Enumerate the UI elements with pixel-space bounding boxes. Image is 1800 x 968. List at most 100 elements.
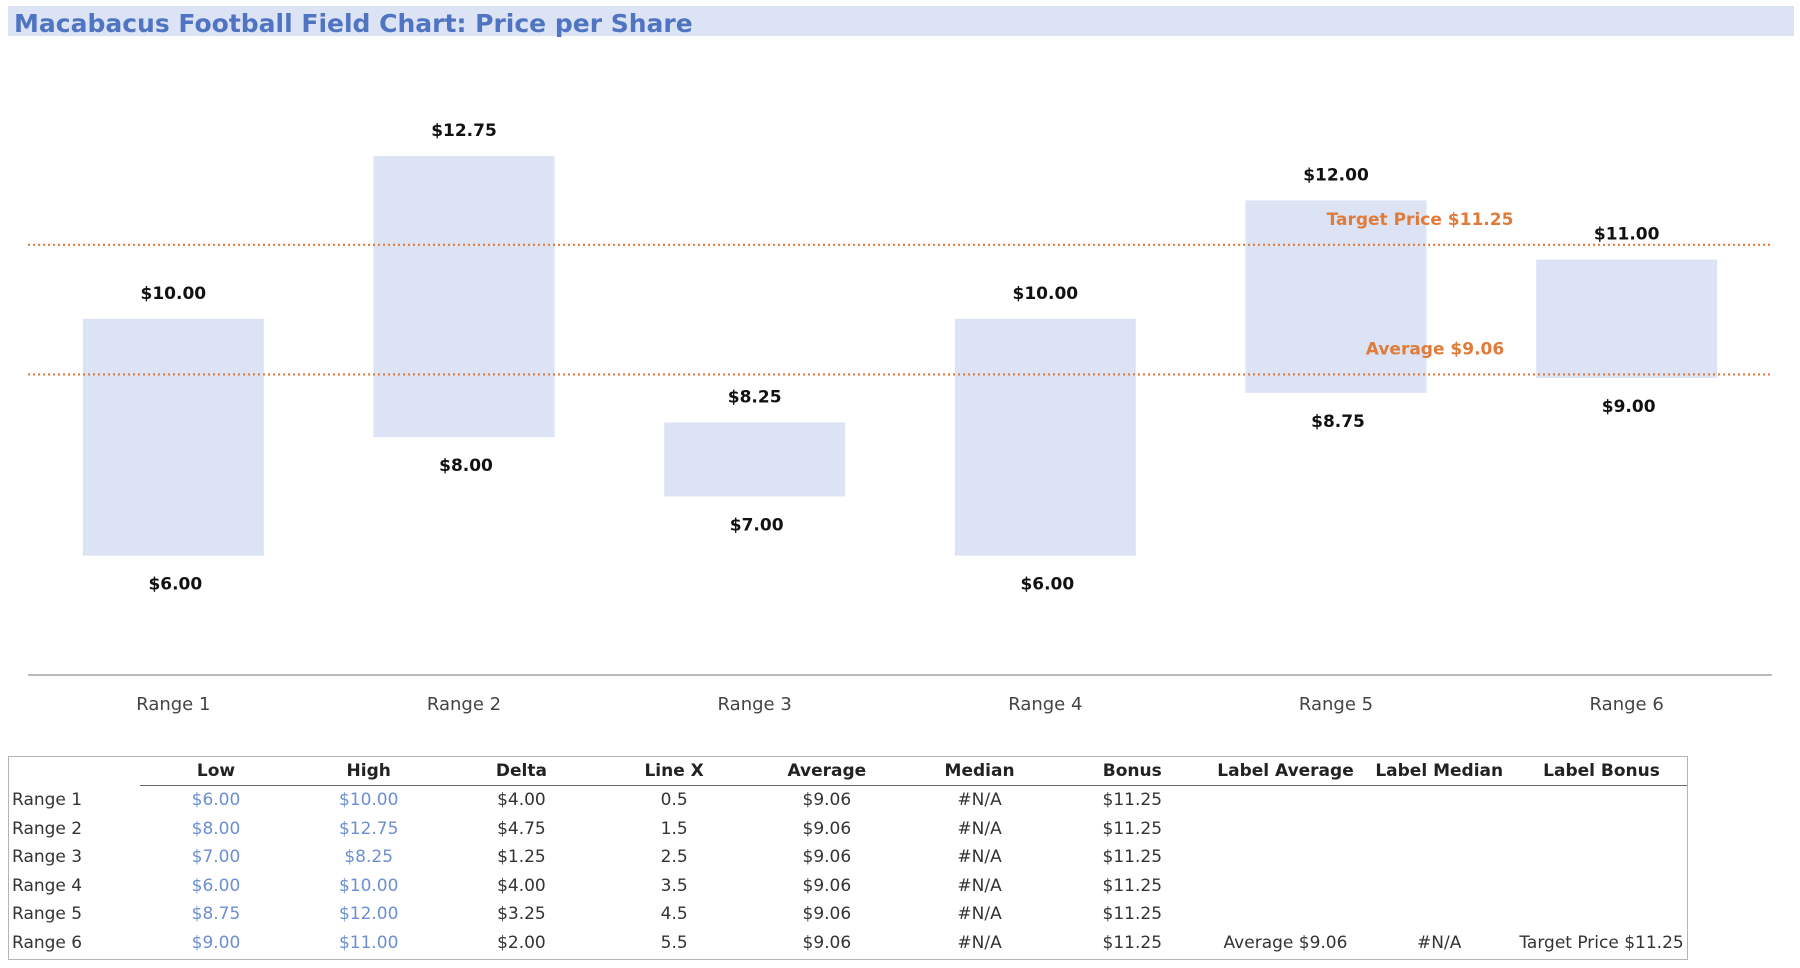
table-cell: #N/A: [957, 904, 1002, 925]
table-cell: 0.5: [660, 790, 688, 811]
high-value-label-3: $8.25: [728, 387, 782, 407]
table-cell: 4.5: [660, 904, 688, 925]
table-cell: $11.25: [1102, 818, 1163, 839]
table-cell: $4.00: [497, 790, 546, 811]
table-cell: $6.00: [191, 790, 241, 811]
table-cell: #N/A: [957, 790, 1002, 811]
table-cell: 2.5: [660, 847, 688, 868]
table-cell: #N/A: [1417, 932, 1462, 953]
reference-line-label-1: Target Price $11.25: [1327, 210, 1514, 230]
range-bar-1: [82, 318, 264, 556]
table-cell: $9.00: [191, 932, 241, 953]
table-cell: [1209, 900, 1363, 929]
table-cell: [1516, 815, 1687, 844]
table-cell: [1209, 815, 1363, 844]
data-table: Low High Delta Line X Average Median Bonus Labe…: [9, 757, 1687, 957]
table-cell: $8.75: [191, 904, 241, 925]
table-cell: [1516, 900, 1687, 929]
table-cell: $9.06: [802, 790, 852, 811]
low-value-label-3: $7.00: [730, 515, 784, 535]
table-cell: $9.06: [802, 847, 852, 868]
table-cell: Range 1: [12, 790, 83, 810]
chart-title: Macabacus Football Field Chart: Price pe…: [14, 9, 693, 38]
low-value-label-4: $6.00: [1020, 575, 1074, 595]
range-bar-5: [1245, 200, 1427, 393]
table-header-9: Label Median: [1362, 757, 1517, 786]
table-cell: $9.06: [802, 904, 852, 925]
table-cell: $7.00: [191, 847, 241, 868]
table-cell: $12.00: [338, 904, 399, 925]
table-body: Range 1 $6.00 $10.00 $4.00 0.5 $9.06 #N/A $11.2…: [9, 786, 1687, 958]
table-header-1: Low: [139, 757, 293, 786]
table-cell: Range 5: [12, 904, 83, 925]
table-cell: Target Price $11.25: [1519, 932, 1684, 953]
table-header-10: Label Bonus: [1516, 757, 1687, 786]
table-cell: [1209, 872, 1363, 901]
table-cell: $4.00: [497, 875, 546, 896]
table-cell: Range 2: [12, 818, 83, 839]
table-header-8: Label Average: [1208, 757, 1363, 786]
table-cell: #N/A: [957, 932, 1002, 953]
table-cell: $10.00: [338, 790, 399, 811]
table-header-4: Line X: [597, 757, 751, 786]
category-label-2: Range 2: [427, 694, 501, 715]
table-cell: Range 6: [12, 932, 83, 953]
range-bar-6: [1536, 259, 1718, 378]
table-cell: $1.25: [497, 847, 546, 868]
table-cell: 3.5: [660, 875, 688, 896]
table-cell: Range 3: [12, 847, 83, 868]
table-row: Range 5 $8.75 $12.00 $3.25 4.5 $9.06 #N/A $11.2…: [9, 900, 1687, 929]
table-cell: $10.00: [338, 875, 399, 896]
category-label-1: Range 1: [136, 694, 210, 715]
table-cell: [1362, 872, 1516, 901]
table-cell: [1516, 786, 1687, 815]
table-cell: $2.00: [497, 932, 546, 953]
table-cell: $6.00: [191, 875, 241, 896]
table-cell: $9.06: [802, 932, 852, 953]
table-row: Range 3 $7.00 $8.25 $1.25 2.5 $9.06 #N/A $11.25: [9, 843, 1687, 872]
table-cell: [1516, 843, 1687, 872]
table-cell: $9.06: [802, 818, 852, 839]
table-cell: [1362, 786, 1516, 815]
table-row: Range 2 $8.00 $12.75 $4.75 1.5 $9.06 #N/A $11.2…: [9, 815, 1687, 844]
data-table-container: Low High Delta Line X Average Median Bonus Labe…: [8, 756, 1688, 960]
low-value-label-1: $6.00: [148, 575, 202, 595]
table-cell: [1516, 872, 1687, 901]
table-cell: $8.00: [191, 818, 241, 839]
table-header-2: High: [292, 757, 446, 786]
table-header-7: Bonus: [1055, 757, 1209, 786]
table-cell: $11.25: [1102, 904, 1163, 925]
football-field-chart: $10.00 $6.00 Range 1 $12.75 $8.00 Range 2 $8.2…: [28, 121, 1772, 715]
category-label-3: Range 3: [718, 694, 792, 715]
title-bar: Macabacus Football Field Chart: Price pe…: [8, 6, 1794, 38]
table-header-3: Delta: [445, 757, 598, 786]
table-header-6: Median: [903, 757, 1056, 786]
table-cell: $11.25: [1102, 847, 1163, 868]
table-cell: [1362, 815, 1516, 844]
low-value-label-6: $9.00: [1602, 397, 1656, 417]
table-header-row: Low High Delta Line X Average Median Bonus Labe…: [9, 757, 1687, 786]
table-cell: $3.25: [497, 904, 546, 925]
table-cell: [1362, 843, 1516, 872]
table-row: Range 6 $9.00 $11.00 $2.00 5.5 $9.06 #N/A $11.2…: [9, 929, 1687, 958]
table-cell: $11.00: [338, 932, 399, 953]
table-header-5: Average: [750, 757, 904, 786]
low-value-label-5: $8.75: [1311, 412, 1365, 432]
range-bar-4: [954, 318, 1136, 556]
table-cell: $8.25: [344, 847, 394, 868]
table-row: Range 4 $6.00 $10.00 $4.00 3.5 $9.06 #N/A $11.2…: [9, 872, 1687, 901]
table-cell: 1.5: [660, 818, 688, 839]
range-bar-3: [664, 422, 846, 497]
category-label-5: Range 5: [1299, 694, 1373, 715]
reference-line-label-2: Average $9.06: [1366, 339, 1504, 359]
table-cell: $11.25: [1102, 875, 1163, 896]
table-cell: $4.75: [497, 818, 546, 839]
table-cell: [1209, 843, 1363, 872]
table-cell: $9.06: [802, 875, 852, 896]
high-value-label-5: $12.00: [1303, 165, 1369, 185]
table-cell: #N/A: [957, 875, 1002, 896]
table-cell: $12.75: [338, 818, 399, 839]
table-cell: #N/A: [957, 847, 1002, 868]
table-cell: 5.5: [660, 932, 688, 953]
table-cell: [1209, 786, 1363, 815]
